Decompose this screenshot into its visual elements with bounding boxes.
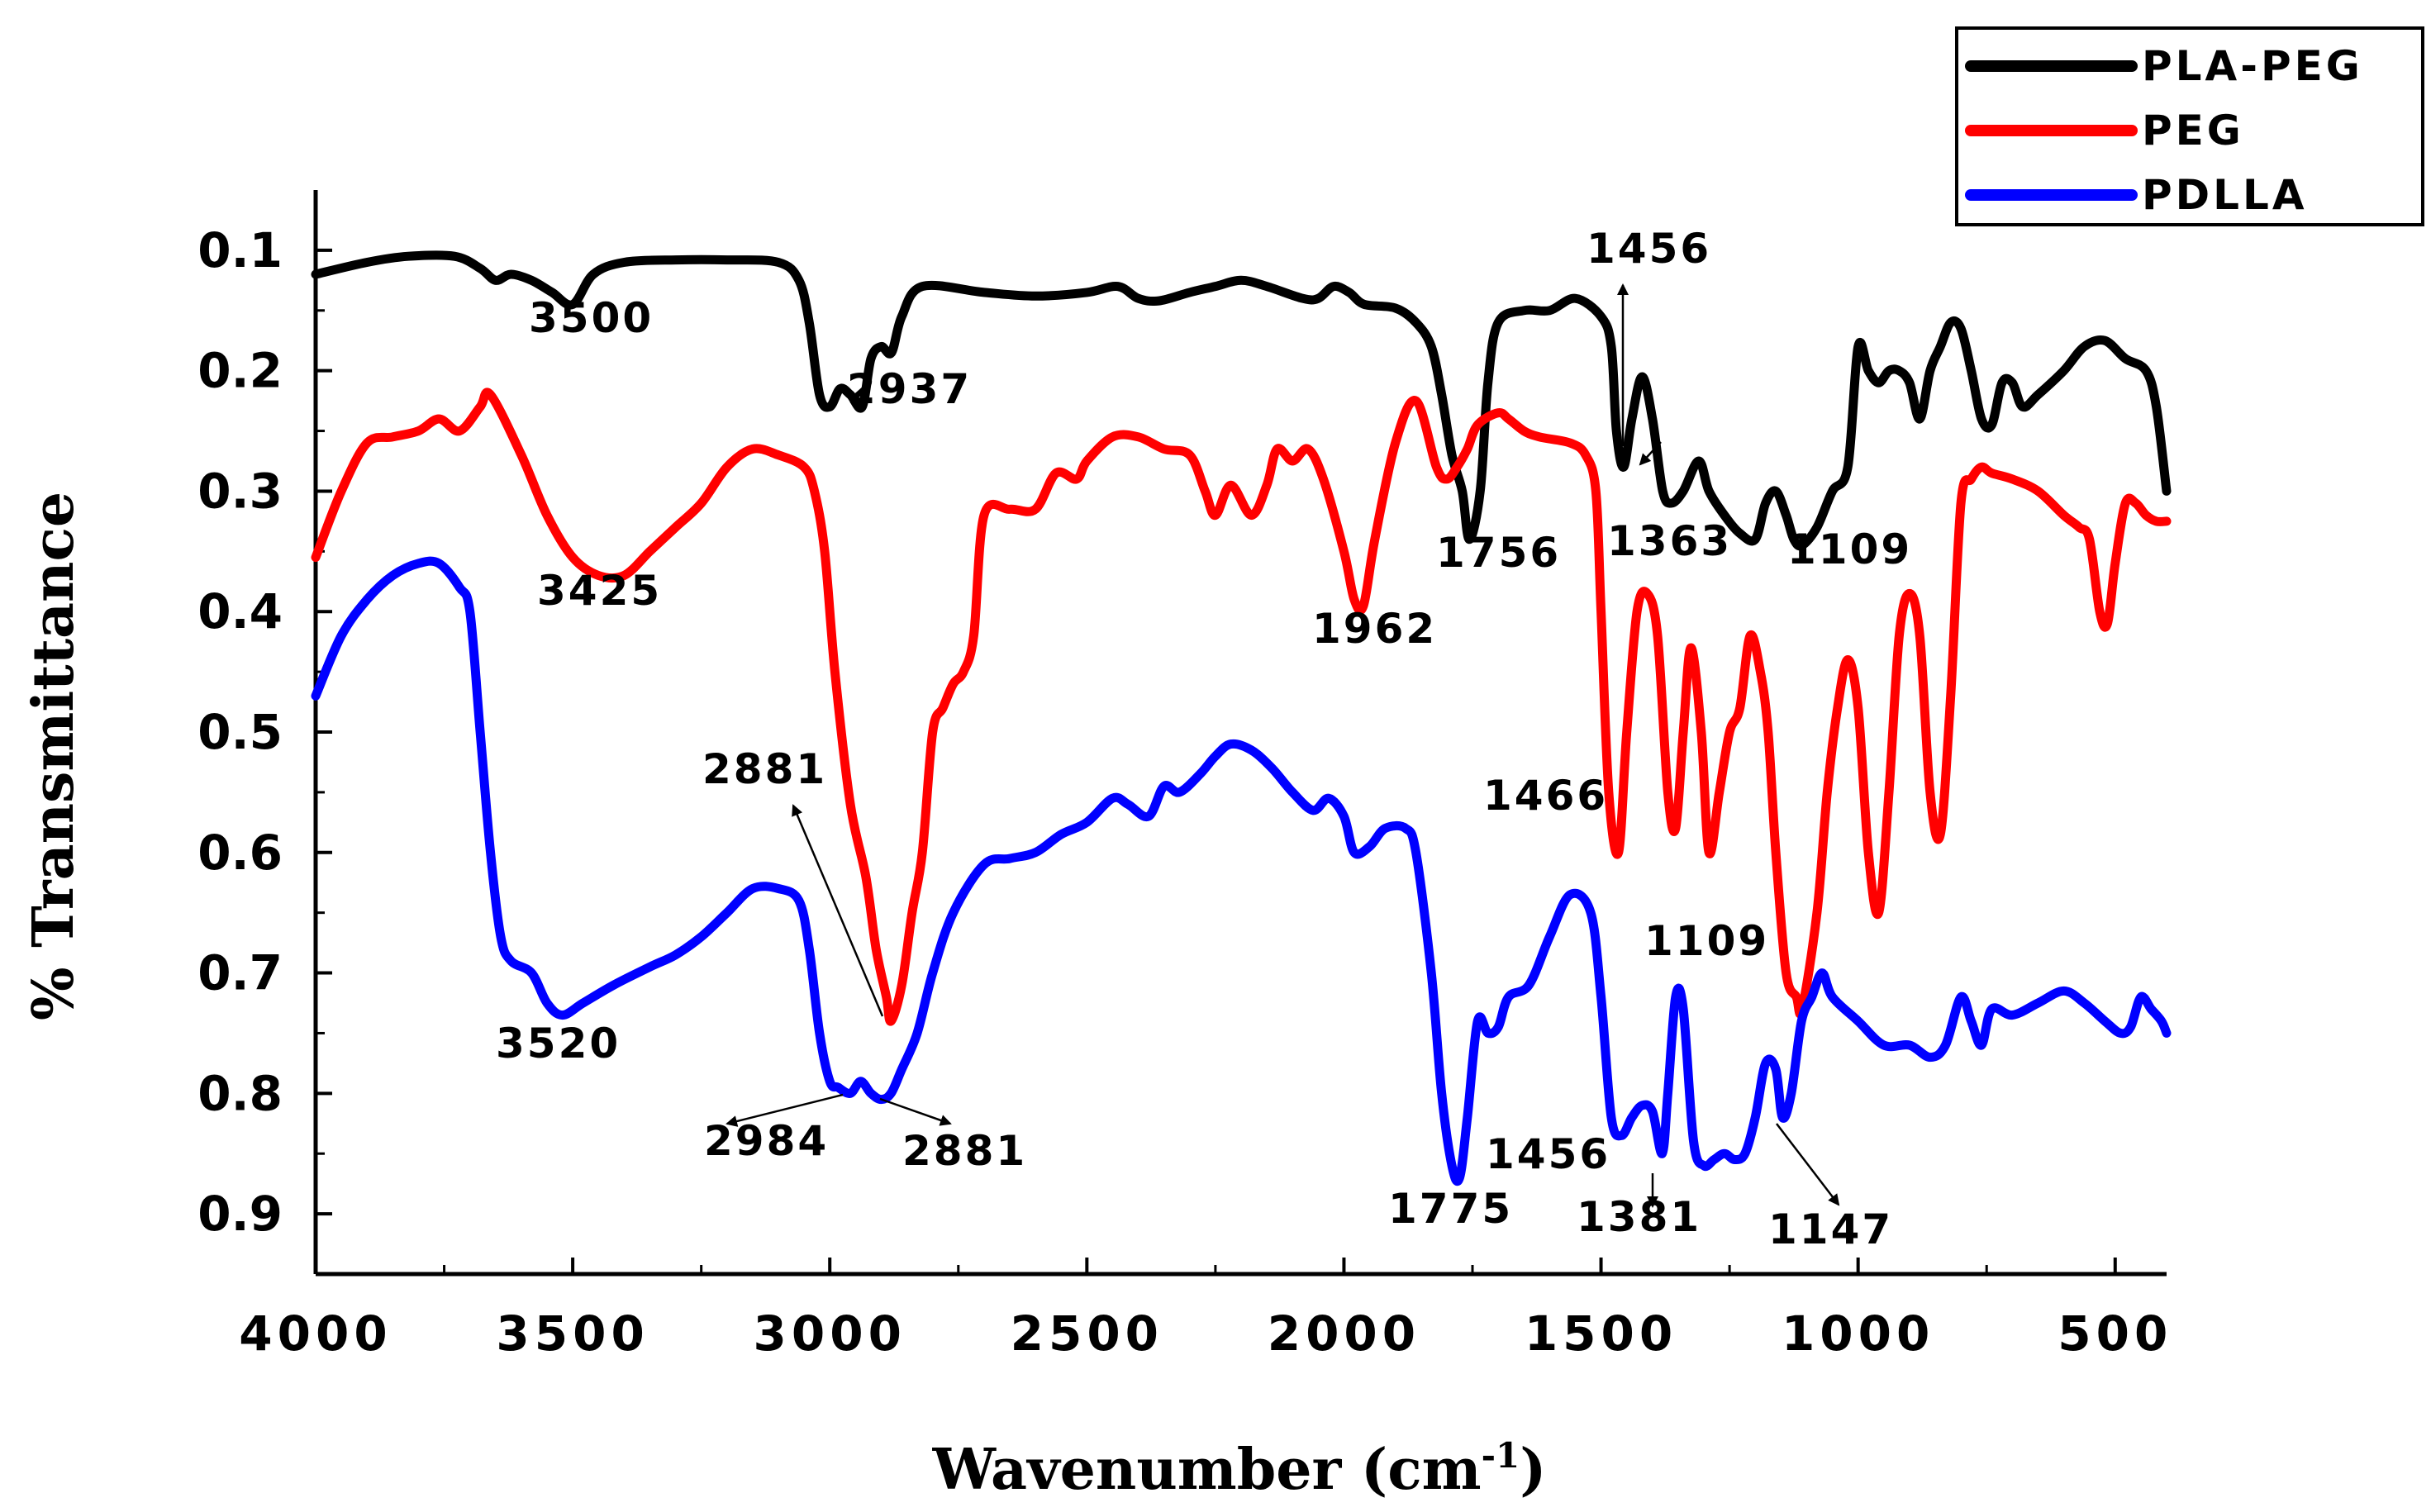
x-ticks: 4000 3500 3000 2500 2000 1500 1000 500 — [239, 1258, 2172, 1362]
annotation-arrow — [1639, 441, 1662, 466]
legend-label-pdlla: PDLLA — [2142, 171, 2308, 219]
series-line-peg — [311, 388, 2172, 1026]
annotation-label: 1775 — [1388, 1185, 1513, 1233]
y-tick-label: 0.7 — [197, 945, 283, 1001]
annotation-arrow — [879, 1097, 952, 1126]
annotation-label: 3500 — [529, 294, 654, 342]
annotation-arrow — [1776, 1123, 1840, 1206]
x-tick-label: 3000 — [754, 1305, 906, 1362]
x-tick-label: 1500 — [1525, 1305, 1677, 1362]
annotations: 3500 2937 1456 1756 1363 1109 3425 1962 … — [496, 225, 1912, 1253]
annotation-label: 3425 — [537, 567, 662, 615]
annotation-label: 1466 — [1483, 772, 1608, 820]
y-axis-title: % Transmittance — [21, 492, 87, 1020]
legend-label-pla-peg: PLA-PEG — [2142, 42, 2363, 90]
annotation-label: 3520 — [496, 1020, 621, 1067]
y-ticks: 0.1 0.2 0.3 0.4 0.5 0.6 0.7 0.8 0.9 — [197, 222, 332, 1242]
annotation-label: 1756 — [1436, 529, 1561, 577]
x-tick-label: 4000 — [239, 1305, 392, 1362]
y-tick-label: 0.9 — [197, 1186, 283, 1242]
series-layer — [311, 250, 2172, 1186]
series-line-pla-peg — [311, 250, 2172, 551]
series-line-pdlla — [311, 556, 2172, 1186]
annotation-label: 1363 — [1607, 517, 1732, 565]
annotation-label: 1381 — [1577, 1193, 1701, 1241]
y-tick-label: 0.4 — [197, 583, 283, 640]
y-tick-label: 0.8 — [197, 1065, 283, 1121]
legend-label-peg: PEG — [2142, 107, 2244, 155]
annotation-label: 2937 — [847, 365, 972, 413]
annotation-arrow — [725, 1093, 844, 1127]
x-tick-label: 1000 — [1782, 1305, 1934, 1362]
y-tick-label: 0.2 — [197, 343, 283, 399]
y-tick-label: 0.1 — [197, 222, 283, 278]
legend: PLA-PEG PEG PDLLA — [1955, 26, 2424, 226]
y-tick-label: 0.5 — [197, 704, 283, 760]
x-tick-label: 2500 — [1011, 1305, 1163, 1362]
annotation-label: 1147 — [1768, 1205, 1893, 1253]
annotation-label: 1456 — [1486, 1130, 1610, 1178]
x-axis-title: Wavenumber (cm-1) — [932, 1435, 1547, 1503]
y-tick-label: 0.6 — [197, 825, 283, 881]
x-tick-label: 500 — [2058, 1305, 2172, 1362]
annotation-label: 2881 — [902, 1127, 1027, 1175]
y-tick-label: 0.3 — [197, 463, 283, 519]
annotation-label: 1109 — [1787, 525, 1912, 573]
x-tick-label: 2000 — [1268, 1305, 1420, 1362]
annotation-label: 1456 — [1587, 225, 1711, 273]
annotation-label: 2984 — [704, 1117, 829, 1165]
annotation-arrow — [792, 804, 884, 1017]
annotation-label: 1109 — [1644, 917, 1769, 965]
annotation-label: 1962 — [1312, 605, 1437, 653]
annotation-label: 2881 — [702, 745, 827, 793]
x-tick-label: 3500 — [496, 1305, 649, 1362]
